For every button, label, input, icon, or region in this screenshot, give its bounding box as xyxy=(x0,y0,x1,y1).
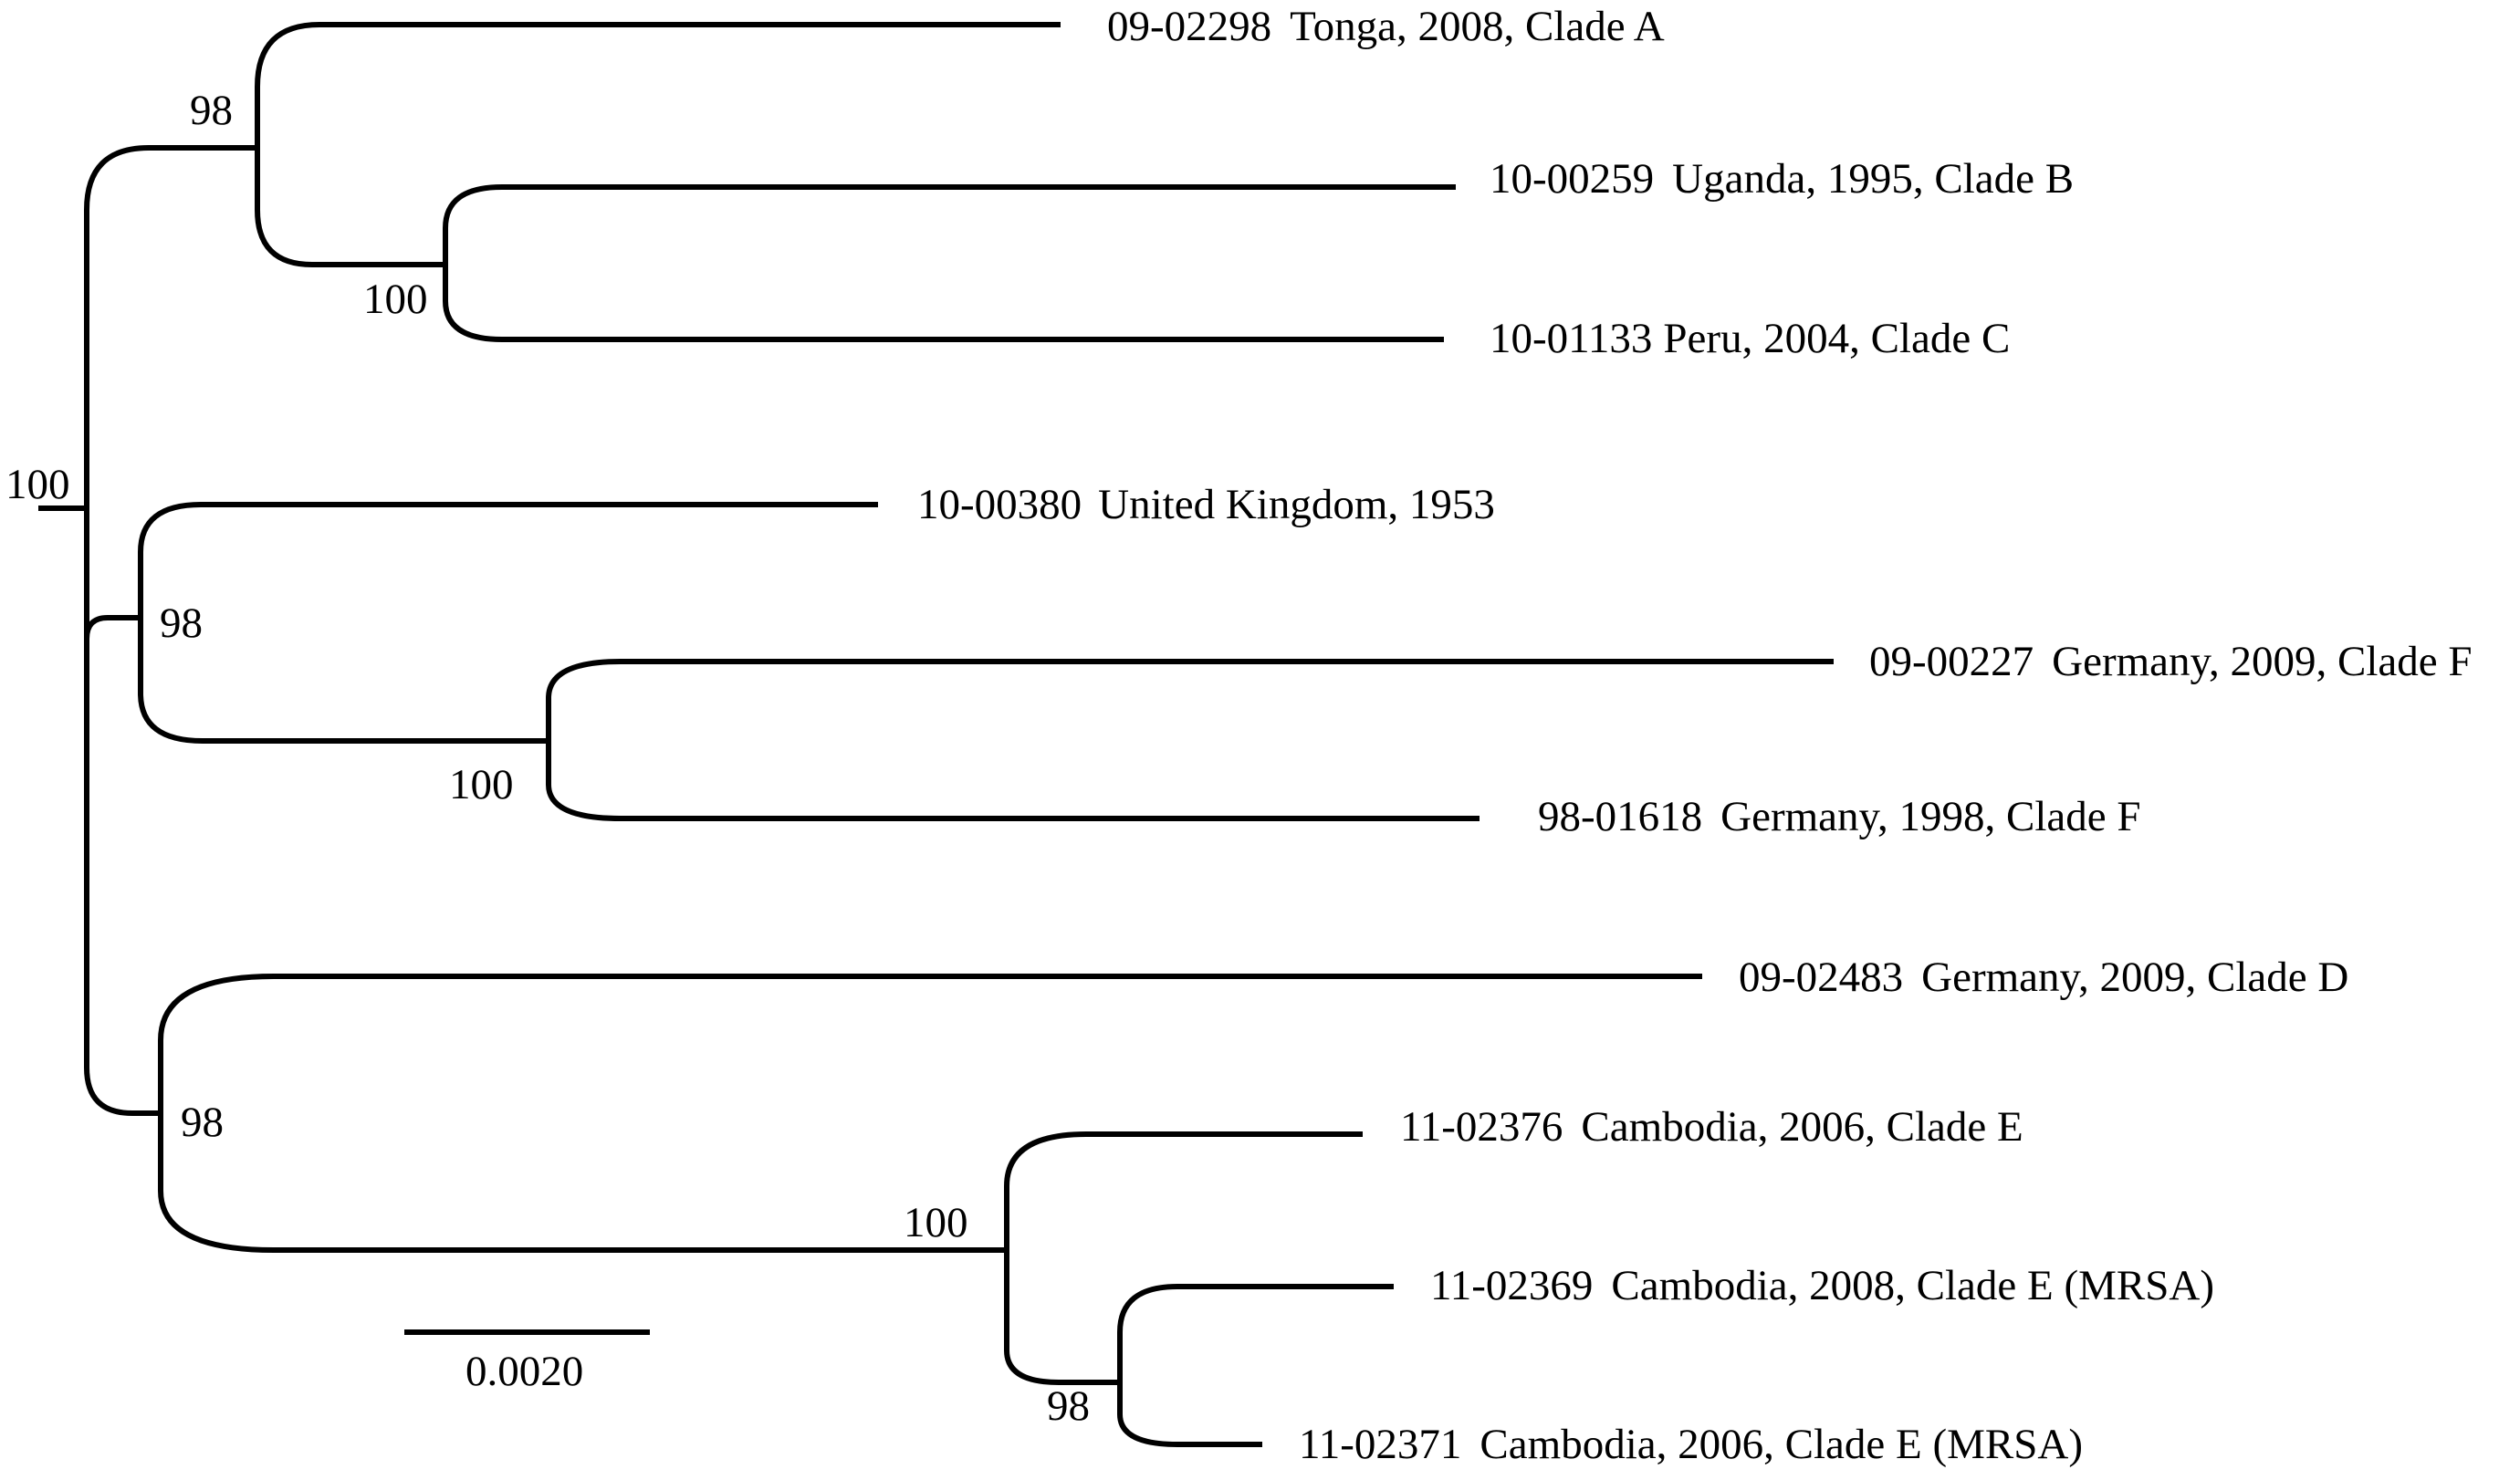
bootstrap-clade-E: 100 xyxy=(904,1199,968,1246)
scale-bar-label: 0.0020 xyxy=(465,1348,583,1395)
leaf-labels: 09-02298 Tonga, 2008, Clade A 10-00259 Uga… xyxy=(917,3,2473,1468)
leaf-label: 11-02376 Cambodia, 2006, Clade E xyxy=(1400,1103,2023,1151)
branch-uganda xyxy=(443,184,1456,265)
branch-root-to-ABC xyxy=(84,145,257,508)
branch-lower-to-UKF xyxy=(84,615,141,640)
leaf-label: 10-00380 United Kingdom, 1953 xyxy=(917,481,1495,528)
branch-E-to-MRSA xyxy=(1004,1250,1120,1385)
branch-lower-to-DE xyxy=(84,867,161,1116)
bootstrap-clade-DE: 98 xyxy=(181,1099,224,1146)
branch-UKF-to-F xyxy=(138,618,549,744)
bootstrap-values: 100 98 100 98 100 98 100 98 xyxy=(5,87,1090,1430)
branch-cambodia-2006-MRSA xyxy=(1117,1382,1262,1447)
leaf-label: 09-00227 Germany, 2009, Clade F xyxy=(1869,638,2473,685)
leaf-label: 11-02369 Cambodia, 2008, Clade E (MRSA) xyxy=(1430,1262,2214,1309)
leaf-label: 10-00259 Uganda, 1995, Clade B xyxy=(1490,155,2074,203)
branch-germany-1998-F xyxy=(546,741,1480,821)
branch-germany-2009-F xyxy=(546,659,1834,741)
bootstrap-clade-F: 100 xyxy=(449,761,514,808)
branch-DE-to-E xyxy=(158,1113,1007,1253)
bootstrap-clade-ABC: 98 xyxy=(190,87,233,134)
leaf-label: 11-02371 Cambodia, 2006, Clade E (MRSA) xyxy=(1299,1421,2083,1468)
branch-cambodia-2006-E xyxy=(1004,1131,1363,1250)
bootstrap-clade-MRSA: 98 xyxy=(1047,1382,1090,1430)
branch-uk xyxy=(138,502,878,618)
branch-ABC-to-BC xyxy=(255,148,445,267)
leaf-label: 09-02298 Tonga, 2008, Clade A xyxy=(1107,3,1665,50)
leaf-label: 98-01618 Germany, 1998, Clade F xyxy=(1538,793,2141,840)
leaf-label: 09-02483 Germany, 2009, Clade D xyxy=(1739,954,2348,1001)
branch-peru xyxy=(443,265,1444,342)
bootstrap-clade-BC: 100 xyxy=(363,276,428,323)
leaf-label: 10-01133 Peru, 2004, Clade C xyxy=(1490,315,2010,362)
tree-branches xyxy=(38,22,1834,1447)
scale-bar: 0.0020 xyxy=(404,1329,650,1395)
bootstrap-clade-UKF: 98 xyxy=(160,599,203,647)
bootstrap-root: 100 xyxy=(5,461,70,508)
branch-germany-2009-D xyxy=(158,974,1702,1113)
branch-cambodia-2008-MRSA xyxy=(1117,1284,1394,1382)
branch-tonga xyxy=(255,22,1061,148)
